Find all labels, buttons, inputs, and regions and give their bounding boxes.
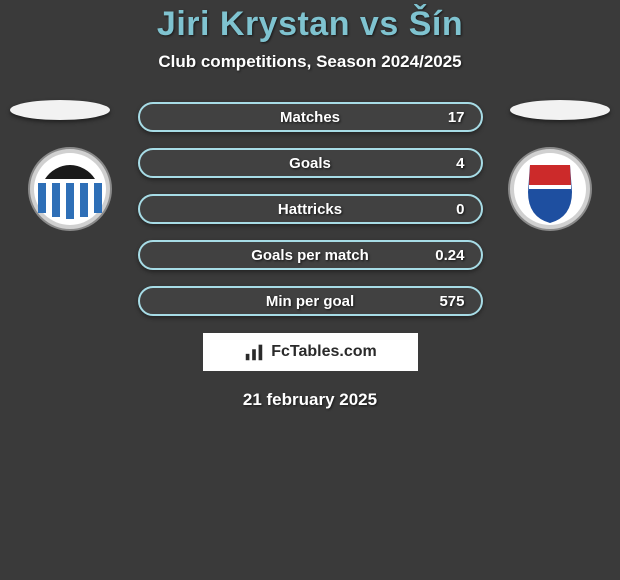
club-crest-left — [20, 147, 120, 232]
stat-row: Goals per match 0.24 — [138, 240, 483, 270]
body-region: Matches 17 Goals 4 Hattricks 0 Goals per… — [0, 102, 620, 410]
stat-value-right: 575 — [439, 293, 464, 310]
stat-value-right: 17 — [448, 109, 465, 126]
stat-value-right: 4 — [456, 155, 464, 172]
source-logo-text: FcTables.com — [271, 343, 377, 361]
stat-label: Min per goal — [266, 293, 354, 310]
stat-label: Hattricks — [278, 201, 342, 218]
stat-row: Hattricks 0 — [138, 194, 483, 224]
date-line: 21 february 2025 — [0, 390, 620, 410]
banik-ostrava-crest-icon — [500, 147, 600, 232]
comparison-card: Jiri Krystan vs Šín Club competitions, S… — [0, 0, 620, 410]
slovan-liberec-crest-icon — [20, 147, 120, 232]
subtitle: Club competitions, Season 2024/2025 — [0, 52, 620, 72]
stat-row: Matches 17 — [138, 102, 483, 132]
player-flag-left — [10, 100, 110, 120]
stat-row: Goals 4 — [138, 148, 483, 178]
club-crest-right — [500, 147, 600, 232]
stat-row: Min per goal 575 — [138, 286, 483, 316]
stat-label: Goals — [289, 155, 331, 172]
player-flag-right — [510, 100, 610, 120]
stat-label: Matches — [280, 109, 340, 126]
source-logo: FcTables.com — [202, 332, 419, 372]
bar-chart-icon — [243, 341, 265, 363]
stats-table: Matches 17 Goals 4 Hattricks 0 Goals per… — [138, 102, 483, 316]
stat-value-right: 0.24 — [435, 247, 464, 264]
page-title: Jiri Krystan vs Šín — [0, 5, 620, 44]
stat-label: Goals per match — [251, 247, 369, 264]
stat-value-right: 0 — [456, 201, 464, 218]
